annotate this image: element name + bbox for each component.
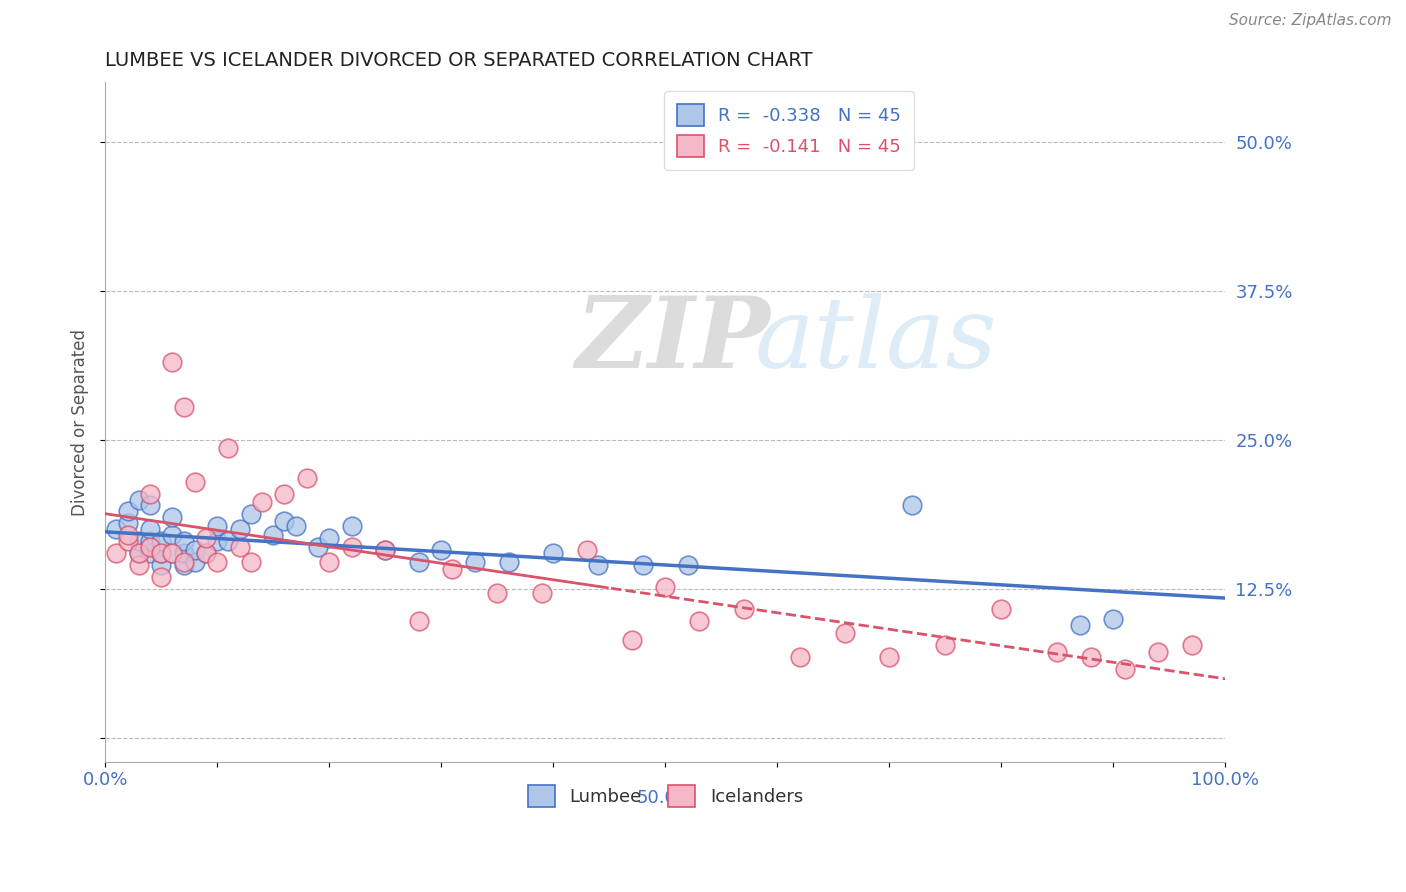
- Point: [239, 555, 262, 569]
- Legend: Lumbee, Icelanders: Lumbee, Icelanders: [520, 778, 810, 814]
- Point: [688, 614, 710, 628]
- Point: [217, 442, 239, 456]
- Point: [162, 528, 184, 542]
- Point: [654, 580, 676, 594]
- Point: [901, 499, 924, 513]
- Point: [207, 518, 229, 533]
- Point: [173, 546, 195, 560]
- Point: [1114, 662, 1136, 676]
- Point: [307, 540, 329, 554]
- Point: [207, 534, 229, 549]
- Point: [117, 516, 139, 531]
- Point: [217, 534, 239, 549]
- Point: [117, 504, 139, 518]
- Point: [117, 528, 139, 542]
- Point: [139, 546, 162, 560]
- Point: [340, 518, 363, 533]
- Point: [284, 518, 307, 533]
- Point: [239, 507, 262, 521]
- Point: [128, 546, 150, 560]
- Text: 50.0%: 50.0%: [637, 789, 693, 807]
- Point: [173, 555, 195, 569]
- Point: [834, 626, 856, 640]
- Point: [1069, 617, 1091, 632]
- Point: [139, 486, 162, 500]
- Point: [139, 522, 162, 536]
- Point: [150, 546, 173, 560]
- Point: [408, 614, 430, 628]
- Point: [139, 540, 162, 554]
- Point: [117, 534, 139, 549]
- Point: [374, 542, 396, 557]
- Point: [676, 558, 699, 573]
- Point: [128, 558, 150, 573]
- Point: [228, 522, 250, 536]
- Point: [162, 546, 184, 560]
- Point: [318, 531, 340, 545]
- Point: [184, 555, 207, 569]
- Point: [789, 649, 811, 664]
- Point: [228, 540, 250, 554]
- Point: [408, 555, 430, 569]
- Point: [207, 555, 229, 569]
- Point: [340, 540, 363, 554]
- Point: [250, 495, 273, 509]
- Text: Source: ZipAtlas.com: Source: ZipAtlas.com: [1229, 13, 1392, 29]
- Point: [531, 585, 554, 599]
- Point: [162, 510, 184, 524]
- Point: [934, 638, 956, 652]
- Point: [631, 558, 654, 573]
- Point: [273, 486, 295, 500]
- Point: [1080, 649, 1102, 664]
- Point: [295, 471, 318, 485]
- Point: [184, 475, 207, 489]
- Point: [173, 558, 195, 573]
- Point: [195, 546, 218, 560]
- Point: [879, 649, 901, 664]
- Point: [128, 546, 150, 560]
- Point: [441, 562, 464, 576]
- Point: [162, 546, 184, 560]
- Y-axis label: Divorced or Separated: Divorced or Separated: [72, 328, 89, 516]
- Point: [318, 555, 340, 569]
- Point: [1046, 645, 1069, 659]
- Point: [150, 570, 173, 584]
- Point: [575, 542, 598, 557]
- Point: [105, 522, 128, 536]
- Point: [430, 542, 453, 557]
- Point: [139, 499, 162, 513]
- Point: [139, 534, 162, 549]
- Point: [128, 534, 150, 549]
- Point: [173, 400, 195, 414]
- Point: [1102, 612, 1125, 626]
- Point: [464, 555, 486, 569]
- Point: [150, 546, 173, 560]
- Point: [184, 542, 207, 557]
- Text: atlas: atlas: [755, 293, 998, 388]
- Point: [195, 546, 218, 560]
- Point: [150, 534, 173, 549]
- Point: [173, 534, 195, 549]
- Point: [262, 528, 284, 542]
- Point: [273, 514, 295, 528]
- Point: [195, 531, 218, 545]
- Point: [620, 633, 643, 648]
- Point: [105, 546, 128, 560]
- Point: [543, 546, 565, 560]
- Point: [733, 602, 755, 616]
- Point: [1147, 645, 1170, 659]
- Point: [128, 492, 150, 507]
- Point: [162, 355, 184, 369]
- Point: [486, 585, 509, 599]
- Point: [498, 555, 520, 569]
- Point: [586, 558, 609, 573]
- Text: LUMBEE VS ICELANDER DIVORCED OR SEPARATED CORRELATION CHART: LUMBEE VS ICELANDER DIVORCED OR SEPARATE…: [105, 51, 813, 70]
- Text: ZIP: ZIP: [575, 293, 770, 389]
- Point: [1181, 638, 1204, 652]
- Point: [374, 542, 396, 557]
- Point: [150, 558, 173, 573]
- Point: [990, 602, 1012, 616]
